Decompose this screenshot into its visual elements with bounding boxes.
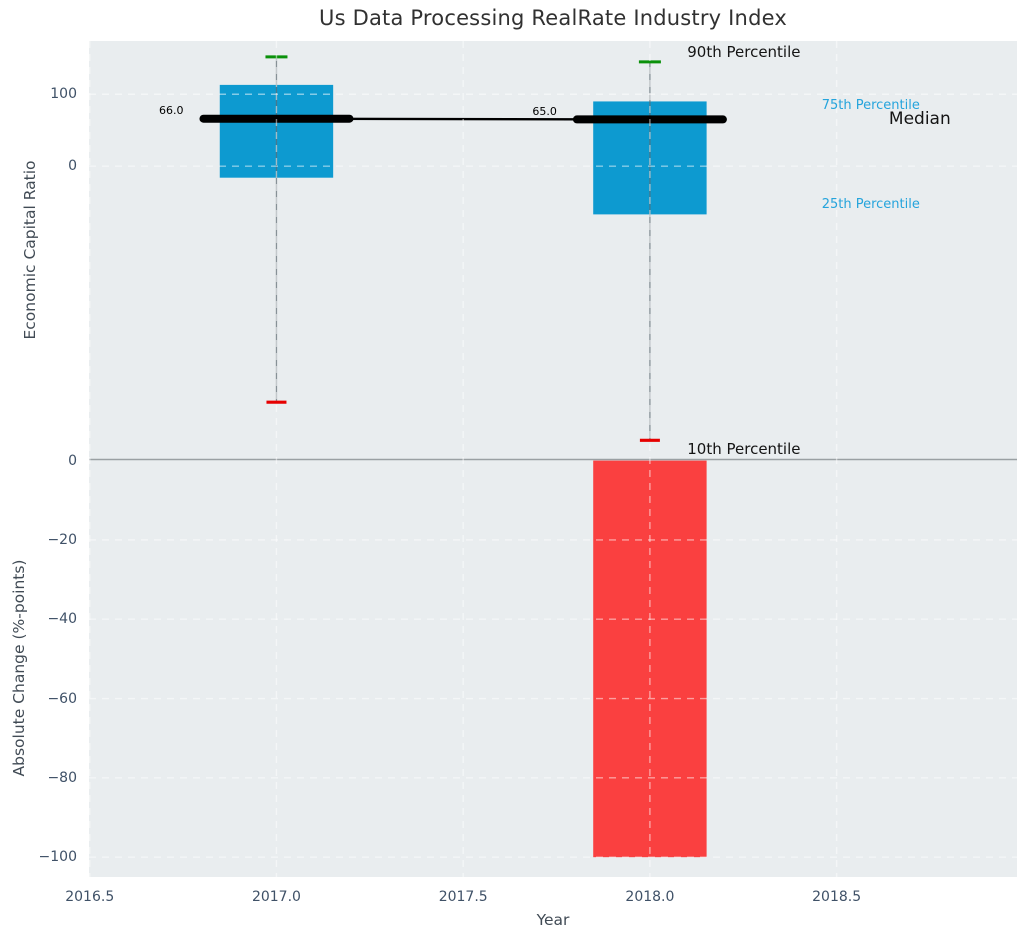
annotation-75th-percentile: 75th Percentile <box>821 98 920 114</box>
y-tick-label-bottom--80: −80 <box>47 769 77 786</box>
y-tick-label-bottom--60: −60 <box>47 690 77 707</box>
annotation-median: Median <box>888 108 951 129</box>
chart-title: Us Data Processing RealRate Industry Ind… <box>319 6 787 30</box>
y-tick-label-top-0: 0 <box>68 158 77 175</box>
x-tick-label-2018.5: 2018.5 <box>812 889 862 905</box>
y-tick-label-top-100: 100 <box>50 86 77 103</box>
y-tick-label-bottom--40: −40 <box>47 611 77 628</box>
y-tick-label-bottom-0: 0 <box>68 452 77 469</box>
annotation-25th-percentile: 25th Percentile <box>821 196 920 212</box>
y-tick-label-bottom--100: −100 <box>38 849 77 866</box>
x-tick-label-2017.0: 2017.0 <box>251 889 301 905</box>
annotation-10th-percentile: 10th Percentile <box>687 439 801 458</box>
annotation-90th-percentile: 90th Percentile <box>687 42 801 61</box>
x-tick-label-2016.5: 2016.5 <box>65 889 115 905</box>
x-tick-label-2017.5: 2017.5 <box>438 889 488 905</box>
y-tick-label-bottom--20: −20 <box>47 531 77 548</box>
median-value-label-2017: 66.0 <box>158 104 184 118</box>
x-tick-label-2018.0: 2018.0 <box>625 889 675 905</box>
median-value-label-2018: 65.0 <box>532 104 557 118</box>
xlabel-year: Year <box>536 911 570 929</box>
